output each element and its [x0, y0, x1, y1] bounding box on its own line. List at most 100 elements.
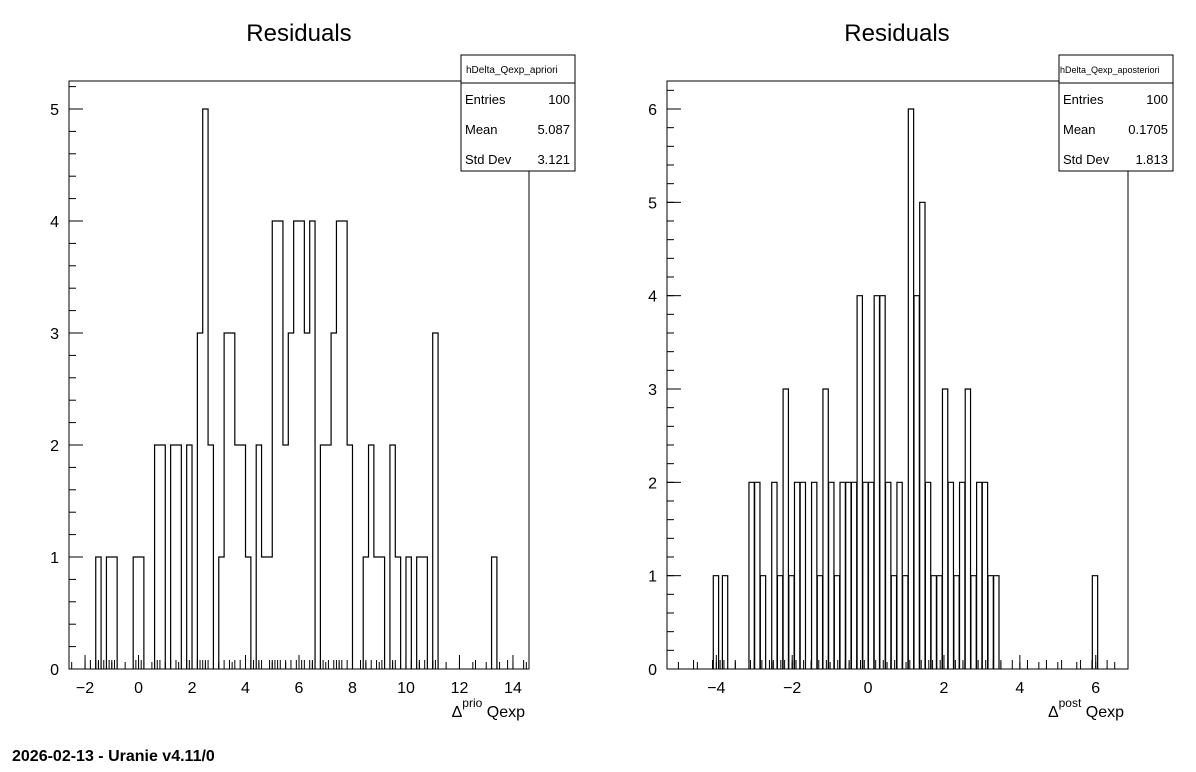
x-tick-label: 0: [134, 680, 143, 697]
histogram-bin: [112, 557, 117, 669]
stats-value: 100: [1146, 92, 1168, 107]
x-tick-label: 2: [188, 680, 197, 697]
histogram-bin: [347, 445, 352, 669]
histogram-bin: [288, 333, 293, 669]
x-axis-label: Δprio Qexp: [452, 696, 525, 721]
histogram-bin: [422, 557, 427, 669]
histogram-bin: [272, 221, 277, 669]
histogram-bin: [96, 557, 101, 669]
histogram-bin: [851, 482, 856, 669]
stats-label: Entries: [465, 92, 506, 107]
x-tick-label: 4: [1015, 680, 1024, 697]
histogram-bin: [320, 445, 325, 669]
histogram-bin: [208, 445, 213, 669]
y-tick-label: 0: [648, 662, 657, 679]
histogram-bin: [262, 557, 267, 669]
histogram-bin: [897, 482, 902, 669]
y-tick-label: 1: [50, 550, 59, 567]
x-axis-label-superscript: prio: [462, 696, 482, 710]
stats-box: [460, 54, 576, 172]
histogram-bin: [817, 576, 822, 669]
histogram-bin: [863, 482, 868, 669]
stats-label: Entries: [1063, 92, 1104, 107]
histogram-bin: [988, 576, 993, 669]
histogram-bin: [246, 557, 251, 669]
histogram-bin: [982, 482, 987, 669]
x-tick-label: 4: [241, 680, 250, 697]
y-tick-label: 6: [648, 102, 657, 119]
histogram-bin: [948, 482, 953, 669]
histogram-bin: [433, 333, 438, 669]
histogram-bin: [235, 445, 240, 669]
histogram-bin: [977, 482, 982, 669]
stats-value: 5.087: [537, 122, 570, 137]
histogram-bin: [197, 333, 202, 669]
histogram-bin: [800, 482, 805, 669]
x-tick-label: 8: [348, 680, 357, 697]
y-tick-label: 3: [50, 326, 59, 343]
histogram-bin: [777, 576, 782, 669]
y-tick-label: 5: [648, 195, 657, 212]
x-axis-label-text: Qexp: [482, 704, 525, 721]
x-axis-label-symbol: Δ: [1048, 704, 1059, 721]
chart-title: Residuals: [844, 20, 949, 47]
x-axis-label-text: Qexp: [1081, 704, 1124, 721]
histogram-bin: [857, 296, 862, 669]
histogram-bin: [176, 445, 181, 669]
histogram-bin: [942, 389, 947, 669]
histogram-bin: [903, 576, 908, 669]
histogram-outline: [712, 108, 1099, 669]
x-axis-label-symbol: Δ: [452, 704, 463, 721]
histogram-bin: [937, 576, 942, 669]
stats-value: 3.121: [537, 152, 570, 167]
histogram-bin: [880, 296, 885, 669]
histogram-bin: [278, 221, 283, 669]
histogram-bin: [886, 482, 891, 669]
stats-label: Std Dev: [1063, 152, 1110, 167]
histogram-bin: [256, 445, 261, 669]
histogram-bin: [874, 296, 879, 669]
y-tick-label: 2: [50, 438, 59, 455]
histogram-bin: [369, 445, 374, 669]
histogram-bin: [310, 221, 315, 669]
histogram-bin: [336, 221, 341, 669]
histogram-bin: [171, 445, 176, 669]
histogram-bin: [931, 576, 936, 669]
stats-label: Mean: [1063, 122, 1096, 137]
x-tick-label: 14: [504, 680, 522, 697]
histogram-bin: [106, 557, 111, 669]
histogram-bin: [868, 482, 873, 669]
histogram-bin: [342, 221, 347, 669]
histogram-bin: [914, 296, 919, 669]
histogram-bin: [219, 557, 224, 669]
histogram-bin: [331, 333, 336, 669]
x-tick-label: 10: [397, 680, 415, 697]
histogram-bin: [133, 557, 138, 669]
x-tick-label: 6: [1091, 680, 1100, 697]
histogram-bin: [812, 482, 817, 669]
histogram-bin: [965, 389, 970, 669]
histogram-bin: [908, 109, 913, 669]
histogram-bin: [891, 576, 896, 669]
x-axis-label-superscript: post: [1059, 696, 1082, 710]
y-tick-label: 5: [50, 102, 59, 119]
histogram-bin: [840, 482, 845, 669]
histogram-bin: [755, 482, 760, 669]
histogram-bin: [783, 389, 788, 669]
y-tick-label: 0: [50, 662, 59, 679]
histogram-outline: [95, 108, 498, 669]
histogram-bin: [760, 576, 765, 669]
histogram-bin: [187, 445, 192, 669]
y-tick-label: 3: [648, 382, 657, 399]
histogram-bin: [722, 576, 727, 669]
histogram-bin: [299, 221, 304, 669]
histogram-bin: [406, 557, 411, 669]
histogram-bin: [229, 333, 234, 669]
histogram-bin: [829, 482, 834, 669]
y-tick-label: 1: [648, 569, 657, 586]
stats-value: 100: [548, 92, 570, 107]
histogram-bin: [374, 557, 379, 669]
histogram-bin: [390, 445, 395, 669]
histogram-bin: [789, 576, 794, 669]
